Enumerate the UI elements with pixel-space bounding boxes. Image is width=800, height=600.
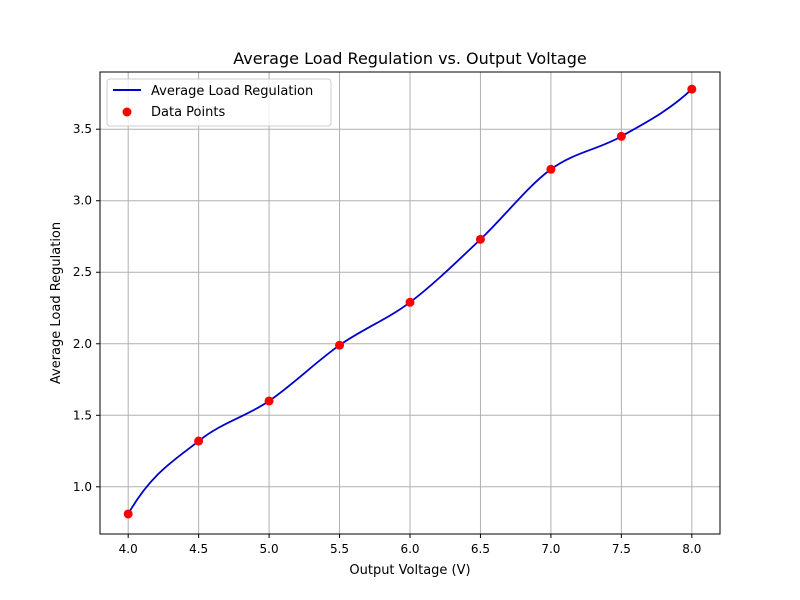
data-point (687, 84, 697, 94)
data-point (546, 164, 556, 174)
x-axis-label: Output Voltage (V) (349, 563, 470, 578)
x-tick-label: 7.5 (612, 542, 631, 556)
data-point (405, 297, 415, 307)
y-tick-label: 3.0 (73, 194, 92, 208)
y-tick-label: 1.5 (73, 408, 92, 422)
x-tick-label: 5.0 (260, 542, 279, 556)
x-tick-label: 8.0 (682, 542, 701, 556)
legend-label-line: Average Load Regulation (151, 84, 313, 99)
x-tick-label: 4.0 (119, 542, 138, 556)
grid (100, 72, 720, 534)
data-point (264, 396, 274, 406)
y-tick-label: 1.0 (73, 480, 92, 494)
legend: Average Load Regulation Data Points (106, 78, 332, 127)
y-tick-label: 2.5 (73, 265, 92, 279)
axis-ticks: 4.0 4.5 5.0 5.5 6.0 6.5 7.0 7.5 8.0 1.0 1.5 2.0 2.5 3… (73, 122, 701, 556)
y-tick-label: 3.5 (73, 122, 92, 136)
x-tick-label: 7.0 (541, 542, 560, 556)
x-tick-label: 5.5 (330, 542, 349, 556)
x-tick-label: 4.5 (189, 542, 208, 556)
legend-dot-swatch (122, 107, 132, 117)
x-tick-label: 6.5 (471, 542, 490, 556)
y-tick-label: 2.0 (73, 337, 92, 351)
y-axis-label: Average Load Regulation (49, 222, 64, 384)
legend-box (106, 78, 332, 127)
chart-title: Average Load Regulation vs. Output Volta… (233, 49, 586, 68)
x-tick-label: 6.0 (400, 542, 419, 556)
data-point (335, 340, 345, 350)
data-point (616, 131, 626, 141)
data-point (194, 436, 204, 446)
data-point (475, 234, 485, 244)
legend-label-points: Data Points (151, 105, 225, 120)
plot-series (123, 84, 697, 519)
data-point (123, 509, 133, 519)
